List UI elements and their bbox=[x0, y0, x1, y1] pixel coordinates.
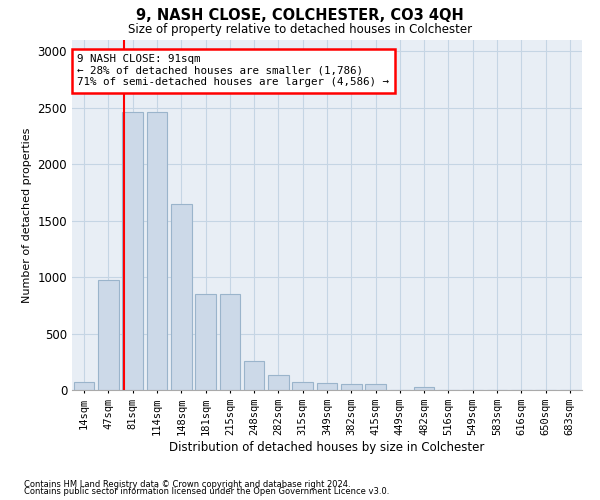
Bar bbox=[98, 280, 119, 390]
Bar bbox=[122, 112, 143, 390]
Bar bbox=[171, 204, 191, 390]
Bar bbox=[146, 112, 167, 390]
Y-axis label: Number of detached properties: Number of detached properties bbox=[22, 128, 32, 302]
Bar bbox=[341, 384, 362, 390]
Bar bbox=[74, 382, 94, 390]
Bar bbox=[317, 383, 337, 390]
Bar bbox=[292, 382, 313, 390]
Bar bbox=[268, 376, 289, 390]
Text: Size of property relative to detached houses in Colchester: Size of property relative to detached ho… bbox=[128, 22, 472, 36]
Text: 9 NASH CLOSE: 91sqm
← 28% of detached houses are smaller (1,786)
71% of semi-det: 9 NASH CLOSE: 91sqm ← 28% of detached ho… bbox=[77, 54, 389, 87]
Text: 9, NASH CLOSE, COLCHESTER, CO3 4QH: 9, NASH CLOSE, COLCHESTER, CO3 4QH bbox=[136, 8, 464, 22]
Bar bbox=[244, 360, 265, 390]
Bar bbox=[365, 384, 386, 390]
X-axis label: Distribution of detached houses by size in Colchester: Distribution of detached houses by size … bbox=[169, 440, 485, 454]
Bar bbox=[414, 386, 434, 390]
Bar bbox=[220, 294, 240, 390]
Bar bbox=[195, 294, 216, 390]
Text: Contains HM Land Registry data © Crown copyright and database right 2024.: Contains HM Land Registry data © Crown c… bbox=[24, 480, 350, 489]
Text: Contains public sector information licensed under the Open Government Licence v3: Contains public sector information licen… bbox=[24, 487, 389, 496]
